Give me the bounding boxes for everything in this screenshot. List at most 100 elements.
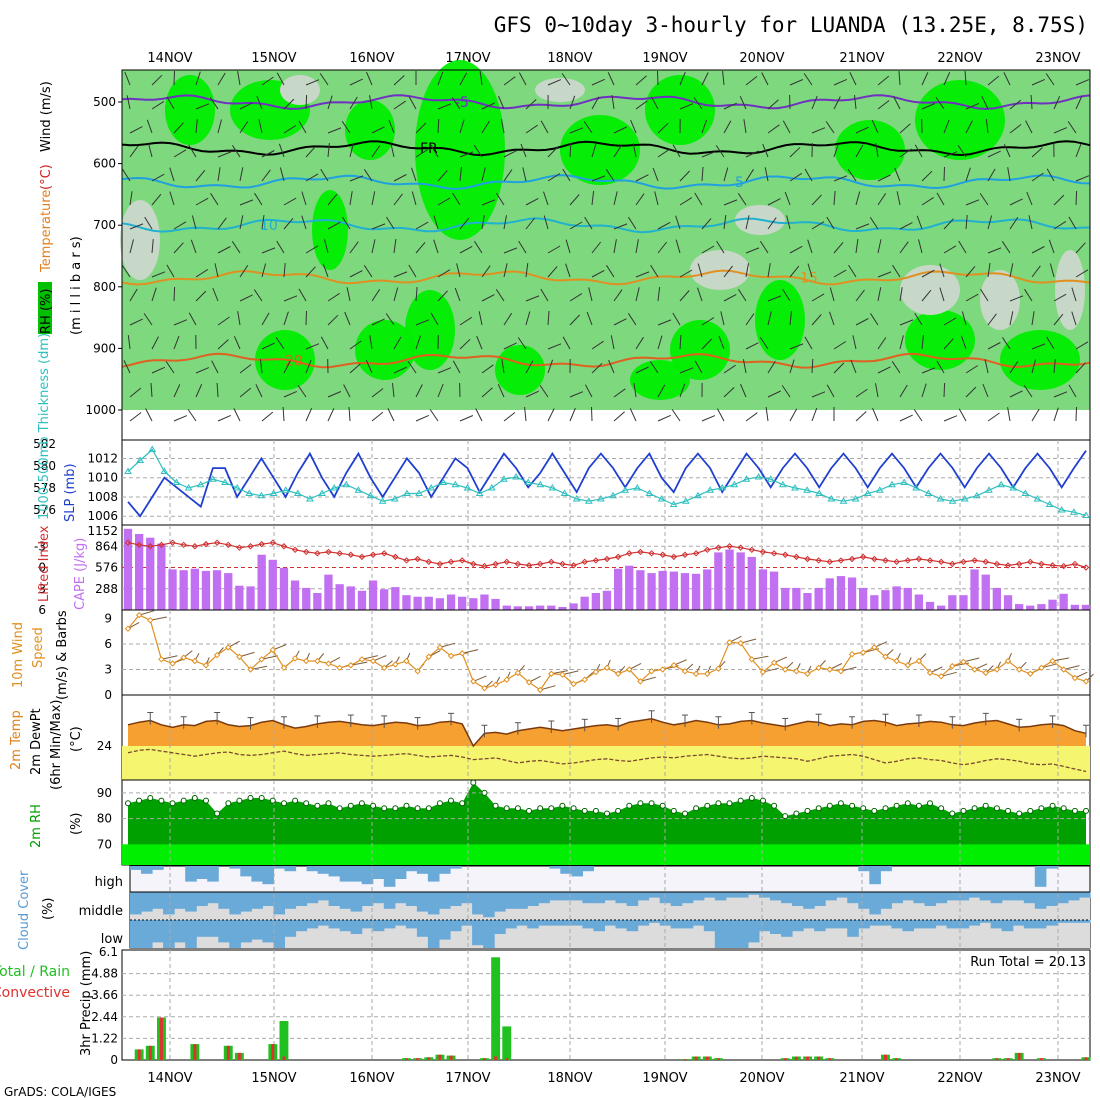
wind-barb <box>129 191 133 206</box>
rh-moist-patch <box>165 75 215 145</box>
rh2m-marker <box>1083 807 1089 814</box>
cape-bar <box>524 606 534 610</box>
rh-dry-patch <box>1055 250 1085 330</box>
wind-barb <box>855 144 864 158</box>
wind-barb <box>720 311 725 326</box>
cape-bar <box>614 568 623 610</box>
wind-barb <box>173 242 184 254</box>
wind-barb <box>877 239 882 254</box>
thickness-marker <box>439 478 448 485</box>
wind-tick: 3 <box>104 663 112 677</box>
upper-air-ylabel: RH (%) Temperature (°C) Wind (m/s) (m i … <box>38 81 84 335</box>
lifted-index-marker <box>280 543 288 550</box>
wind-barb <box>371 191 376 206</box>
cape-bar <box>435 598 444 610</box>
wind-barb <box>503 342 517 350</box>
precip-total-bar <box>279 1021 289 1060</box>
lifted-index-marker <box>135 541 143 549</box>
bottom-date-axis: 14NOV 15NOV 16NOV 17NOV 18NOV 19NOV 20NO… <box>147 1071 1080 1086</box>
cloud-middle-bar <box>141 892 153 912</box>
wind-barb <box>898 70 901 86</box>
precip-bars <box>134 957 1091 1060</box>
rh2m-marker <box>626 802 633 809</box>
wind-barb <box>520 143 527 158</box>
cloud-middle-bar <box>218 892 230 909</box>
wind-speed-marker <box>570 680 577 688</box>
cloud-low-bar <box>770 920 782 934</box>
wind-barb <box>723 167 729 182</box>
wind-barb <box>811 221 825 230</box>
wind-barb <box>789 146 801 158</box>
rh2m-marker <box>726 800 733 807</box>
cloud-layer-low: low <box>101 932 124 947</box>
wind-speed-marker <box>737 639 744 647</box>
lifted-index-marker <box>648 550 655 557</box>
wind-speed-marker <box>470 678 477 685</box>
thickness-marker <box>912 484 921 491</box>
wind-barb <box>212 287 219 302</box>
wind-barb <box>151 271 166 278</box>
cloud-high-bar <box>1034 866 1047 887</box>
wind-barb <box>320 336 329 350</box>
cloud-middle-bar <box>361 892 374 906</box>
cloud-middle-bar <box>637 892 650 901</box>
wind-speed-marker <box>793 667 800 675</box>
cloud-middle-bar <box>350 892 363 912</box>
wind-speed-marker <box>202 662 210 669</box>
wind-barb <box>1007 167 1011 182</box>
li-tick: 6 <box>38 603 46 617</box>
wind-barb <box>327 391 342 398</box>
cloud-high-bar <box>361 866 374 885</box>
cloud-low-bar <box>229 920 241 948</box>
cape-bar <box>847 577 857 610</box>
rh2m-marker <box>960 807 967 814</box>
slp-thickness-axes: 576 578 580 582 1006 1008 1010 1012 <box>33 437 118 523</box>
wind-barb <box>386 216 395 230</box>
wind-barb <box>855 411 867 422</box>
wind-barb <box>479 71 483 86</box>
wind-barb <box>1009 263 1014 278</box>
thickness-marker <box>390 495 399 502</box>
cloud-low-bar <box>703 920 716 932</box>
surface-wind-barb <box>762 667 779 673</box>
cape-bar <box>781 587 790 610</box>
lifted-index-marker <box>614 553 622 561</box>
temp-dewpt-fill <box>122 718 1090 780</box>
wind-speed-marker <box>960 658 967 666</box>
thickness-marker <box>694 491 702 499</box>
wind-barb <box>547 343 562 350</box>
wind-barb <box>392 383 395 398</box>
wind-barb <box>583 121 593 134</box>
wind-barb <box>892 264 901 278</box>
wind-barb <box>393 366 407 374</box>
wind-barb <box>190 239 197 254</box>
wind-barb <box>452 192 461 206</box>
wind-barb <box>451 97 461 110</box>
top-date-label: 18NOV <box>547 51 592 66</box>
lifted-index-marker <box>392 553 399 561</box>
cloud-low-bar <box>781 920 793 937</box>
pressure-tick-label: 900 <box>93 341 116 355</box>
cloud-middle-bar <box>405 892 418 906</box>
wind-barb <box>369 95 373 110</box>
wind-speed-marker <box>692 670 700 677</box>
wind-barb <box>305 173 319 182</box>
wind-barb <box>591 406 593 422</box>
wind-speed-marker <box>1082 678 1090 685</box>
bottom-date-label: 21NOV <box>839 1071 884 1086</box>
wind-barb <box>393 239 397 254</box>
cloud-low-bar <box>571 920 583 926</box>
cloud-middle-bar <box>1056 892 1069 904</box>
wind-barb <box>191 215 197 230</box>
wind-barb <box>415 149 429 158</box>
cape-bar <box>268 559 277 610</box>
lifted-index-marker <box>937 558 945 566</box>
rh2m-marker <box>325 800 332 807</box>
wind-barb <box>789 311 792 326</box>
thickness-marker <box>1082 511 1090 518</box>
wind10m-panel: 0 3 6 9 10m Wind Speed (m/s) & Barbs <box>11 609 1094 702</box>
isotherm-line <box>121 217 1091 234</box>
wind-barb <box>965 215 968 230</box>
wind-barb <box>767 217 777 230</box>
cloud-low-bar <box>196 920 208 937</box>
